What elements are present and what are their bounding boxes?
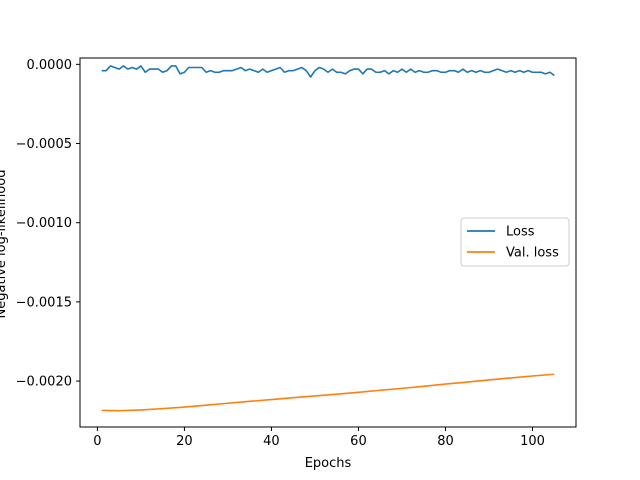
x-tick-label: 20: [176, 434, 193, 449]
y-tick-label: 0.0000: [27, 58, 73, 73]
legend-label: Val. loss: [506, 246, 559, 261]
x-axis-ticks: 0 20 40 60 80 100: [93, 427, 545, 449]
legend-box: [460, 217, 570, 267]
x-tick-label: 40: [263, 434, 280, 449]
x-tick-label: 60: [350, 434, 367, 449]
x-tick-label: 80: [437, 434, 454, 449]
x-tick-label: 100: [520, 434, 545, 449]
y-tick-label: −0.0005: [16, 137, 72, 152]
series-line-1: [101, 373, 555, 412]
y-axis-ticks: 0.0000 −0.0005 −0.0010 −0.0015 −0.0020: [16, 58, 80, 390]
y-tick-label: −0.0015: [16, 295, 72, 310]
y-tick-label: −0.0020: [16, 375, 72, 390]
y-axis-label: Negative log-likelihood: [0, 170, 9, 319]
x-tick-label: 0: [93, 434, 101, 449]
series-line-0: [101, 65, 555, 78]
x-axis-label: Epochs: [305, 456, 352, 471]
legend-label: Loss: [506, 225, 535, 240]
y-tick-label: −0.0010: [16, 216, 72, 231]
legend: Loss Val. loss: [460, 217, 570, 267]
series-layer: [101, 65, 555, 412]
